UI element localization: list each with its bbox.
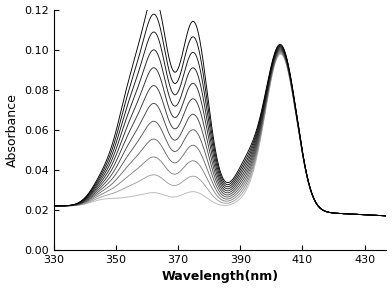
X-axis label: Wavelength(nm): Wavelength(nm)	[162, 271, 279, 284]
Y-axis label: Absorbance: Absorbance	[5, 93, 18, 167]
